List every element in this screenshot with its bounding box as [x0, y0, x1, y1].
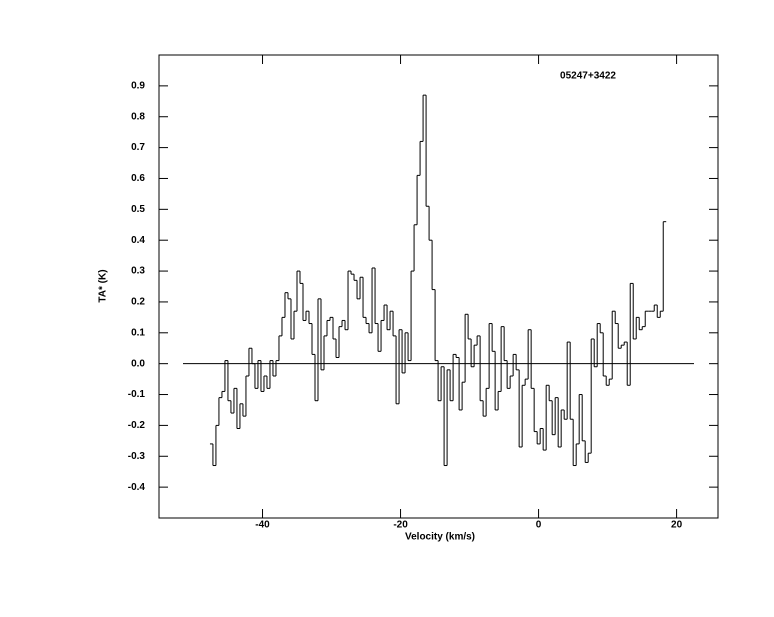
y-tick-label: -0.3 — [128, 451, 146, 462]
y-tick-label: 0.0 — [131, 358, 145, 369]
y-tick-label: -0.4 — [128, 482, 146, 493]
source-label: 05247+3422 — [560, 71, 616, 82]
x-axis-label: Velocity (km/s) — [405, 532, 475, 543]
y-tick-label: 0.5 — [131, 204, 145, 215]
x-tick-label: 0 — [536, 520, 542, 531]
y-tick-label: -0.2 — [128, 420, 146, 431]
y-tick-label: 0.2 — [131, 297, 145, 308]
y-tick-label: 0.1 — [131, 327, 145, 338]
x-tick-label: -20 — [393, 520, 408, 531]
x-tick-label: -40 — [255, 520, 270, 531]
y-tick-label: 0.3 — [131, 266, 145, 277]
y-tick-label: 0.9 — [131, 81, 145, 92]
y-axis-label: TA* (K) — [98, 269, 109, 302]
y-tick-label: 0.6 — [131, 173, 145, 184]
y-tick-label: -0.1 — [128, 389, 146, 400]
y-tick-label: 0.4 — [131, 235, 145, 246]
x-tick-label: 20 — [671, 520, 683, 531]
y-tick-label: 0.7 — [131, 142, 145, 153]
plot-frame — [158, 54, 719, 519]
y-tick-label: 0.8 — [131, 111, 145, 122]
